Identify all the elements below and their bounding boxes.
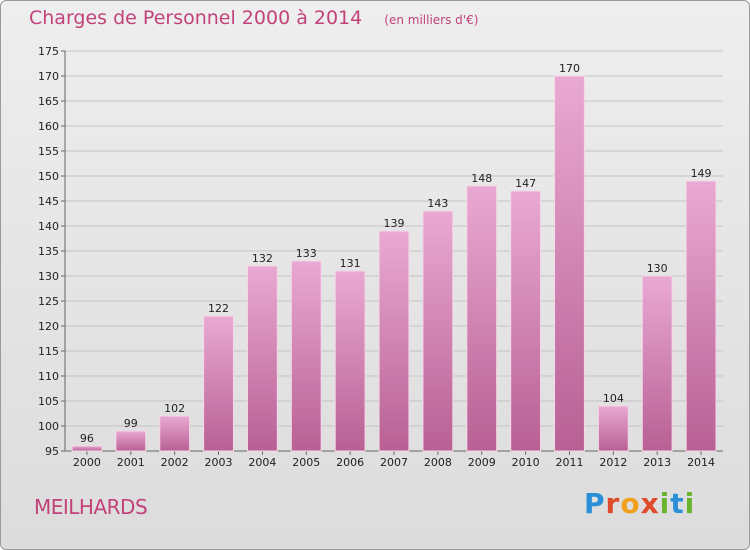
chart-title: Charges de Personnel 2000 à 2014 (en mil… xyxy=(29,7,478,29)
y-tick-label: 95 xyxy=(45,445,59,458)
data-label: 99 xyxy=(124,417,138,430)
labels: 95 100 105 110 115 120 125 130 135 140 145 150 155 16… xyxy=(38,45,715,469)
x-tick-label: 2014 xyxy=(687,456,715,469)
x-tick-label: 2001 xyxy=(117,456,145,469)
data-label: 132 xyxy=(252,252,273,265)
y-tick-label: 120 xyxy=(38,320,59,333)
x-tick-label: 2010 xyxy=(512,456,540,469)
bar-2005 xyxy=(290,260,322,452)
data-label: 96 xyxy=(80,432,94,445)
bar-2003 xyxy=(203,315,234,452)
bar-2002 xyxy=(159,415,191,452)
logo-letter: i xyxy=(684,487,696,520)
data-label: 130 xyxy=(647,262,668,275)
y-tick-label: 135 xyxy=(38,245,59,258)
y-tick-label: 160 xyxy=(38,120,59,133)
logo-letter: P xyxy=(584,487,606,520)
y-tick-label: 155 xyxy=(38,145,59,158)
x-tick-label: 2013 xyxy=(643,456,671,469)
data-label: 143 xyxy=(427,197,448,210)
bar-2007 xyxy=(378,230,410,452)
bar-2004 xyxy=(246,265,278,452)
data-label: 139 xyxy=(384,217,405,230)
y-tick-label: 170 xyxy=(38,70,59,83)
x-tick-label: 2004 xyxy=(248,456,276,469)
bar-2009 xyxy=(466,185,498,452)
data-label: 170 xyxy=(559,62,580,75)
y-tick-label: 115 xyxy=(38,345,59,358)
y-tick-label: 150 xyxy=(38,170,59,183)
x-tick-label: 2007 xyxy=(380,456,408,469)
y-tick-label: 130 xyxy=(38,270,59,283)
logo-letter: t xyxy=(670,487,685,520)
x-tick-label: 2002 xyxy=(161,456,189,469)
logo-letter: o xyxy=(620,487,641,520)
logo-letter: i xyxy=(659,487,671,520)
y-tick-label: 110 xyxy=(38,370,59,383)
title-text: Charges de Personnel 2000 à 2014 xyxy=(29,7,363,29)
bar-2014 xyxy=(685,180,717,452)
y-tick-label: 125 xyxy=(38,295,59,308)
y-tick-label: 140 xyxy=(38,220,59,233)
bar-2012 xyxy=(597,405,629,452)
x-tick-label: 2009 xyxy=(468,456,496,469)
bar-2000 xyxy=(71,445,103,452)
y-tick-label: 105 xyxy=(38,395,59,408)
x-tick-label: 2011 xyxy=(555,456,583,469)
data-label: 133 xyxy=(296,247,317,260)
y-tick-label: 145 xyxy=(38,195,59,208)
x-tick-label: 2006 xyxy=(336,456,364,469)
bar-2011 xyxy=(554,75,585,452)
y-tick-label: 100 xyxy=(38,420,59,433)
bar-2008 xyxy=(422,210,454,452)
logo-letter: r xyxy=(605,487,621,520)
bar-2001 xyxy=(115,430,147,452)
x-tick-label: 2000 xyxy=(73,456,101,469)
bar-2013 xyxy=(641,275,673,452)
x-tick-label: 2003 xyxy=(205,456,233,469)
commune-name: MEILHARDS xyxy=(34,495,148,519)
y-tick-label: 165 xyxy=(38,95,59,108)
data-label: 148 xyxy=(471,172,492,185)
data-label: 102 xyxy=(164,402,185,415)
bar-2010 xyxy=(510,190,542,452)
bar-2006 xyxy=(334,270,366,452)
data-label: 122 xyxy=(208,302,229,315)
y-tick-label: 175 xyxy=(38,45,59,58)
data-label: 104 xyxy=(603,392,624,405)
data-label: 131 xyxy=(340,257,361,270)
unit-text: (en milliers d'€) xyxy=(384,13,479,27)
x-tick-label: 2005 xyxy=(292,456,320,469)
logo-letter: x xyxy=(640,487,660,520)
x-tick-label: 2012 xyxy=(599,456,627,469)
data-label: 149 xyxy=(691,167,712,180)
x-tick-label: 2008 xyxy=(424,456,452,469)
bars xyxy=(71,75,717,452)
data-label: 147 xyxy=(515,177,536,190)
proxiti-logo: Proxiti xyxy=(584,487,695,520)
